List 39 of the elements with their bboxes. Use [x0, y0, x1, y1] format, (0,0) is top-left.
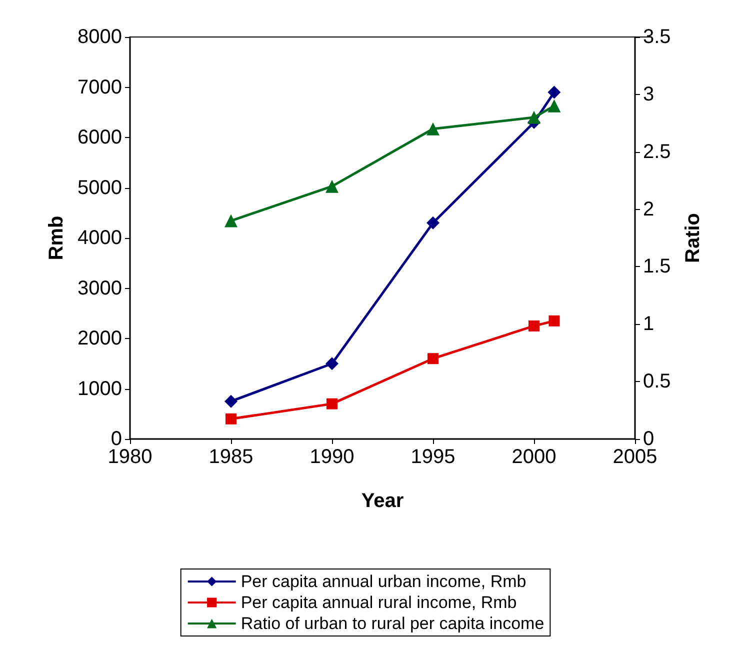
point: [226, 413, 236, 424]
x-tick-label: 1995: [410, 446, 456, 468]
y-tick-label: 7000: [78, 76, 122, 98]
y-tick-label: 5000: [78, 176, 122, 199]
y-tick-label: 3000: [78, 277, 122, 300]
point: [426, 122, 440, 136]
y2-tick-label: 2: [643, 198, 654, 220]
y2-tick-label: 3.5: [643, 26, 671, 48]
y2-tick-label: 3: [643, 83, 654, 106]
y2-tick-label: 1: [643, 313, 654, 336]
y-tick-label: 8000: [78, 26, 122, 48]
y2-tick-label: 0.5: [643, 370, 671, 393]
point: [426, 216, 440, 230]
legend-label: Per capita annual urban income, Rmb: [240, 572, 526, 591]
x-axis-title: Year: [361, 490, 404, 512]
x-tick-label: 1990: [310, 446, 354, 468]
point: [428, 353, 438, 364]
y-tick-label: 2000: [78, 328, 122, 350]
point: [224, 214, 238, 228]
point: [548, 86, 561, 99]
x-tick-label: 2000: [512, 446, 556, 468]
point: [548, 99, 561, 112]
y-axis-title: Rmb: [46, 216, 68, 260]
point: [326, 398, 338, 410]
legend-label: Per capita annual rural income, Rmb: [240, 593, 517, 612]
y2-axis-title: Ratio: [682, 213, 704, 263]
point: [528, 320, 540, 332]
point: [224, 394, 238, 408]
y-tick-label: 1000: [78, 378, 122, 400]
y-tick-label: 4000: [78, 227, 122, 249]
point: [548, 315, 560, 326]
point: [326, 357, 338, 370]
y2-tick-label: 1.5: [643, 256, 671, 278]
y-tick-label: 6000: [78, 126, 122, 148]
y2-tick-label: 2.5: [643, 140, 671, 163]
legend-label: Ratio of urban to rural per capita income: [240, 614, 544, 633]
point: [326, 180, 338, 193]
x-tick-label: 1985: [208, 446, 254, 468]
point: [528, 110, 540, 124]
